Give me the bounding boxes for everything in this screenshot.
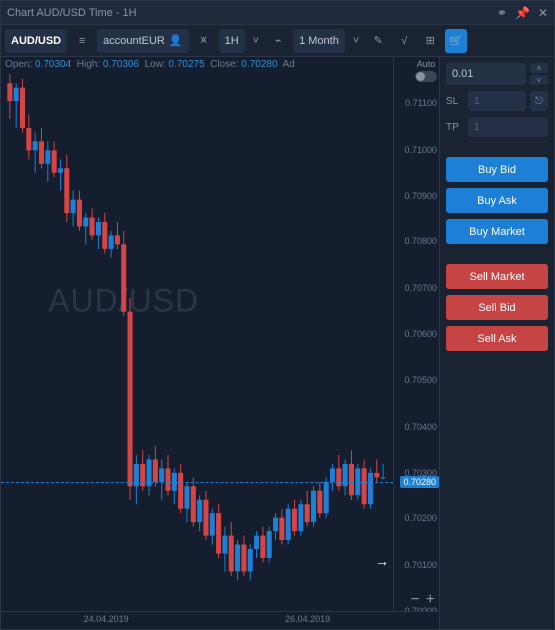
timeframe-dropdown-icon[interactable]: ˅ — [249, 35, 263, 47]
symbol-selector[interactable]: AUD/USD — [5, 29, 67, 53]
zoom-out-icon[interactable]: − — [410, 591, 419, 609]
toolbar: AUD/USD ≡ accountEUR👤 ⩙ 1H ˅ ⌁ 1 Month ˅… — [1, 25, 554, 57]
list-icon[interactable]: ≡ — [71, 29, 93, 53]
buy-ask-button[interactable]: Buy Ask — [446, 188, 548, 213]
buy-bid-button[interactable]: Buy Bid — [446, 157, 548, 182]
trade-panel: 0.01 ˄˅ SL 1 ⎋ TP 1 Buy Bid Buy Ask Buy … — [439, 57, 554, 629]
indicator-icon[interactable]: ⌁ — [267, 29, 289, 53]
ruler-icon[interactable]: √ — [393, 29, 415, 53]
cart-icon[interactable]: 🛒 — [445, 29, 467, 53]
ohlc-bar: Open: 0.70304 High: 0.70306 Low: 0.70275… — [5, 59, 389, 70]
settings-icon[interactable]: ⊞ — [419, 29, 441, 53]
user-icon: 👤 — [169, 34, 183, 47]
lot-down-icon[interactable]: ˅ — [530, 75, 548, 85]
sl-input[interactable]: 1 — [468, 91, 526, 111]
sl-lock-icon[interactable]: ⎋ — [530, 91, 548, 111]
tp-input[interactable]: 1 — [468, 117, 548, 137]
sell-market-button[interactable]: Sell Market — [446, 264, 548, 289]
current-price-label: 0.70280 — [400, 476, 439, 488]
chart-type-icon[interactable]: ⩙ — [193, 29, 215, 53]
lot-up-icon[interactable]: ˄ — [530, 63, 548, 73]
pencil-icon[interactable]: ✎ — [367, 29, 389, 53]
auto-scale-toggle[interactable]: Auto — [415, 59, 437, 82]
jump-to-now-icon[interactable]: → — [375, 553, 389, 569]
zoom-in-icon[interactable]: + — [426, 591, 435, 609]
sl-label: SL — [446, 96, 464, 107]
pin-icon[interactable]: 📌 — [515, 6, 530, 20]
tp-label: TP — [446, 122, 464, 133]
x-axis: 24.04.201926.04.2019 — [1, 611, 439, 629]
link-icon[interactable]: ⚭ — [497, 6, 507, 20]
candlestick-chart[interactable] — [1, 57, 439, 611]
close-icon[interactable]: ✕ — [538, 6, 548, 20]
chart-area[interactable]: Open: 0.70304 High: 0.70306 Low: 0.70275… — [1, 57, 439, 629]
window-title: Chart AUD/USD Time - 1H — [7, 7, 497, 19]
account-selector[interactable]: accountEUR👤 — [97, 29, 188, 53]
titlebar: Chart AUD/USD Time - 1H ⚭ 📌 ✕ — [1, 1, 554, 25]
range-selector[interactable]: 1 Month — [293, 29, 345, 53]
timeframe-selector[interactable]: 1H — [219, 29, 245, 53]
lot-stepper[interactable]: ˄˅ — [530, 63, 548, 85]
range-dropdown-icon[interactable]: ˅ — [349, 35, 363, 47]
lot-size-input[interactable]: 0.01 — [446, 63, 526, 85]
sell-bid-button[interactable]: Sell Bid — [446, 295, 548, 320]
sell-ask-button[interactable]: Sell Ask — [446, 326, 548, 351]
buy-market-button[interactable]: Buy Market — [446, 219, 548, 244]
